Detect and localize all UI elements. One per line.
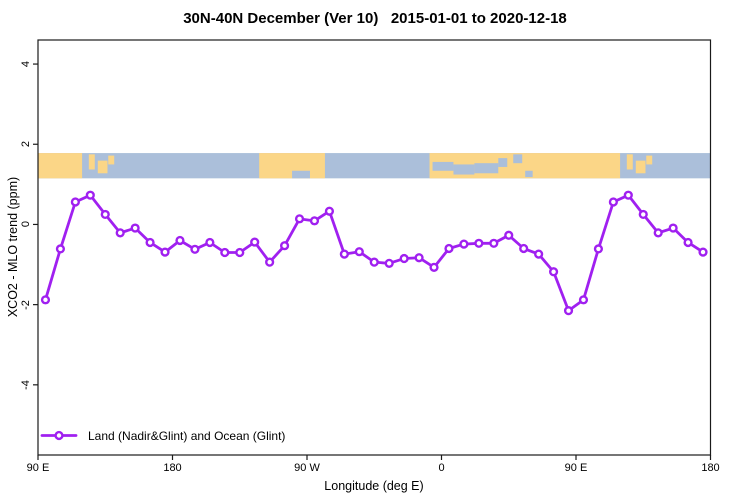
data-point-marker: [578, 295, 589, 305]
data-point-marker: [339, 249, 349, 259]
x-tick-label: 180: [163, 462, 182, 474]
data-point-marker: [519, 243, 529, 254]
x-axis-title: Longitude (deg E): [324, 479, 424, 493]
map-strip-land-segment: [38, 153, 83, 179]
data-point-marker: [265, 257, 275, 267]
data-point-marker: [220, 247, 230, 258]
data-point-marker: [85, 190, 95, 200]
data-point-marker: [593, 244, 604, 254]
data-point-marker: [638, 209, 648, 220]
data-point-marker: [279, 241, 290, 251]
plot-border: [37, 39, 712, 456]
data-point-marker: [309, 216, 320, 226]
map-strip-land-segment: [97, 160, 108, 174]
map-strip-ocean-patch: [432, 161, 454, 171]
data-point-marker: [683, 237, 693, 248]
legend-key-marker: [54, 430, 64, 441]
map-strip-ocean-patch: [453, 164, 475, 175]
map-strip-ocean-patch: [513, 154, 523, 164]
x-tick-label: 90 W: [294, 462, 320, 474]
y-axis-title: XCO2 - MLO trend (ppm): [6, 176, 20, 318]
data-point-marker: [250, 237, 260, 247]
map-strip-land-segment: [88, 154, 95, 170]
map-strip-land-segment: [635, 160, 646, 174]
data-point-marker: [235, 247, 245, 258]
data-point-marker: [563, 306, 574, 316]
legend-label: Land (Nadir&Glint) and Ocean (Glint): [88, 429, 286, 443]
data-point-marker: [444, 243, 454, 254]
data-point-marker: [504, 230, 514, 240]
map-strip-ocean-patch: [525, 170, 533, 178]
data-point-marker: [130, 223, 140, 233]
data-point-marker: [429, 262, 439, 272]
map-strip-land-segment: [646, 155, 653, 165]
y-tick-label: 0: [20, 221, 32, 228]
x-tick-label: 0: [438, 462, 445, 474]
data-point-marker: [294, 214, 305, 224]
data-point-marker: [100, 209, 110, 220]
data-point-marker: [399, 253, 409, 264]
data-point-marker: [70, 197, 80, 207]
data-point-marker: [623, 190, 633, 200]
data-point-marker: [205, 237, 215, 248]
data-point-marker: [369, 257, 379, 267]
map-strip-ocean-patch: [474, 163, 499, 174]
data-point-marker: [668, 223, 678, 233]
data-point-marker: [324, 206, 335, 216]
data-point-marker: [534, 249, 544, 259]
data-point-marker: [548, 267, 559, 277]
y-tick-label: 4: [20, 60, 32, 68]
x-tick-label: 90 E: [26, 462, 50, 474]
data-point-marker: [55, 244, 66, 254]
data-point-marker: [40, 295, 51, 305]
data-point-marker: [160, 247, 170, 257]
data-point-marker: [145, 237, 155, 248]
data-point-marker: [115, 228, 125, 238]
data-point-marker: [354, 247, 364, 257]
data-point-marker: [653, 228, 663, 238]
data-point-marker: [414, 253, 424, 263]
data-point-marker: [698, 247, 708, 257]
map-strip-land-segment: [108, 155, 115, 165]
data-point-marker: [384, 258, 394, 268]
data-point-marker: [459, 239, 469, 249]
map-strip-ocean-patch: [292, 170, 310, 179]
map-strip-land-segment: [626, 154, 633, 170]
data-point-marker: [190, 244, 200, 254]
map-strip-ocean-patch: [498, 158, 508, 167]
x-tick-label: 180: [701, 462, 720, 474]
y-tick-label: -4: [20, 379, 32, 390]
data-point-marker: [489, 238, 499, 248]
chart-title: 30N-40N December (Ver 10) 2015-01-01 to …: [183, 10, 567, 27]
series-line: [44, 193, 705, 313]
data-point-marker: [474, 238, 484, 248]
y-tick-label: -2: [20, 299, 32, 310]
data-point-marker: [175, 235, 185, 246]
data-point-marker: [608, 197, 618, 207]
x-tick-label: 90 E: [564, 462, 588, 474]
y-tick-label: 2: [20, 141, 32, 148]
